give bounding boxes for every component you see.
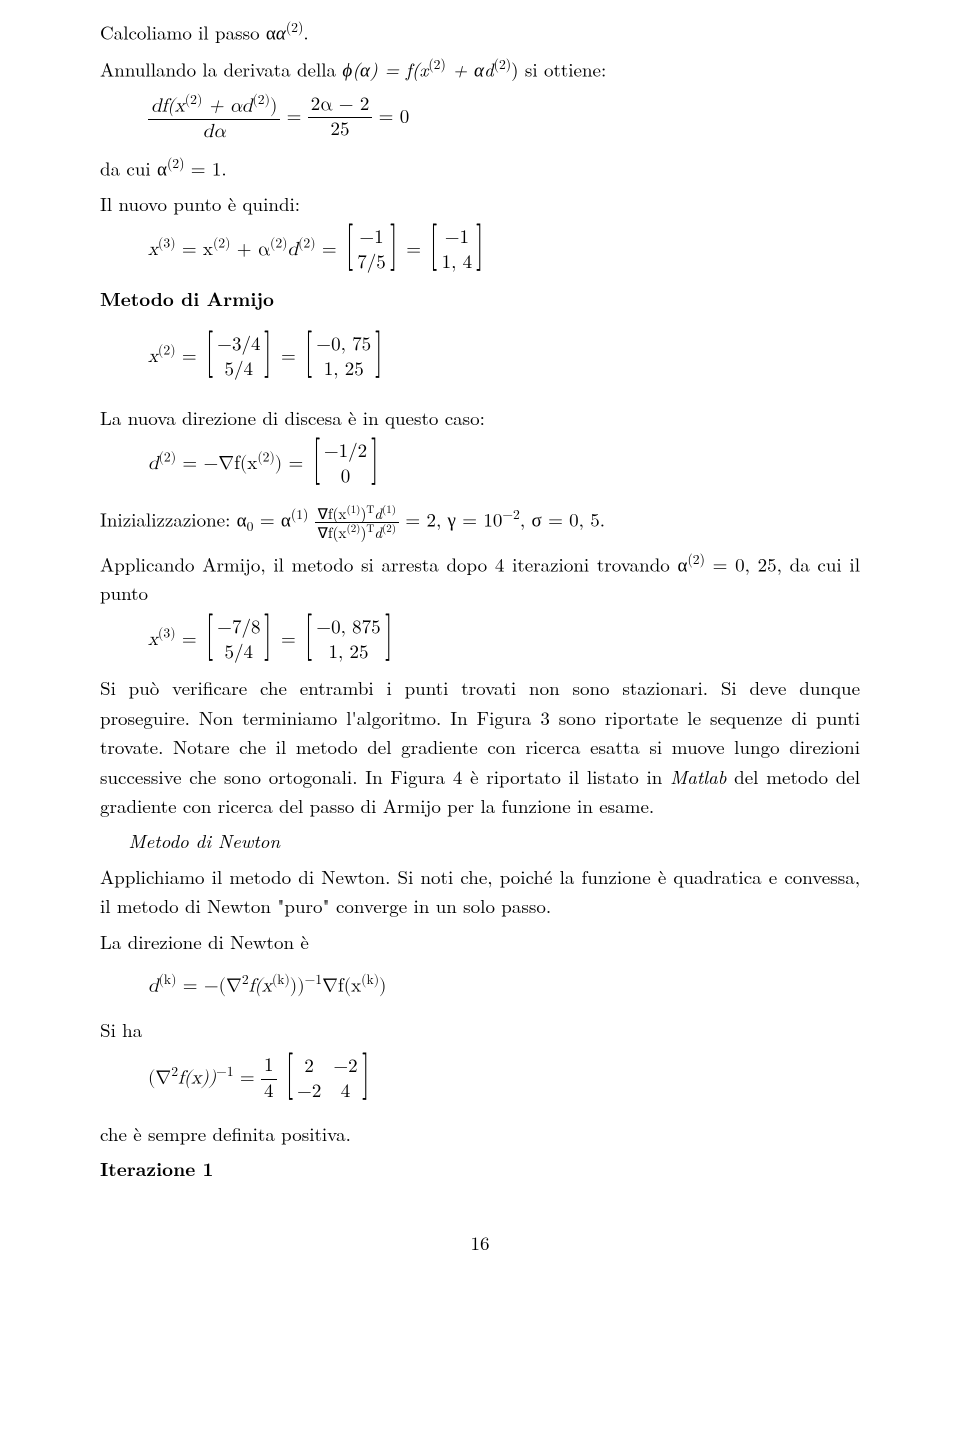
heading-newton: Metodo di Newton: [100, 826, 860, 855]
eq-x3b: x(3) = [−7/85/4] = [−0, 8751, 25]: [148, 616, 860, 665]
heading-iter1: Iterazione 1: [100, 1154, 860, 1183]
eq-x2: x(2) = [−3/45/4] = [−0, 751, 25]: [148, 333, 860, 382]
para-verify: Si può verificare che entrambi i punti t…: [100, 673, 860, 820]
heading-armijo: Metodo di Armijo: [100, 284, 860, 313]
para-siha: Si ha: [100, 1015, 860, 1044]
para-direzione: La nuova direzione di discesa è in quest…: [100, 403, 860, 432]
eq-d2: d(2) = −∇f(x(2)) = [−1/20]: [148, 440, 860, 489]
para-alpha: da cui α(2) = 1.: [100, 152, 860, 183]
para-applicando: Applicando Armijo, il metodo si arresta …: [100, 548, 860, 608]
para-newton: Applichiamo il metodo di Newton. Si noti…: [100, 862, 860, 921]
eq-hess: (∇2f(x))−1 = 14 [ 2−2 −24 ]: [148, 1054, 860, 1104]
para-annulling: Annullando la derivata della ϕ(α) = f(x(…: [100, 53, 860, 84]
eq-dk: d(k) = −(∇2f(x(k)))−1∇f(x(k)): [148, 970, 860, 1001]
para-direzione-newton: La direzione di Newton è: [100, 927, 860, 956]
eq-derivative: df(x(2) + αd(2)) dα = 2α − 2 25 = 0: [148, 92, 860, 145]
para-step: Calcoliamo il passo αα(2).: [100, 16, 860, 47]
eq-x3: x(3) = x(2) + α(2)d(2) = [−17/5] = [−11,…: [148, 226, 860, 275]
para-nuovo: Il nuovo punto è quindi:: [100, 189, 860, 218]
para-init: Inizializzazione: α0 = α(1) ∇f(x(1))Td(1…: [100, 503, 860, 541]
para-definita: che è sempre definita positiva.: [100, 1119, 860, 1148]
page-number: 16: [100, 1228, 860, 1257]
